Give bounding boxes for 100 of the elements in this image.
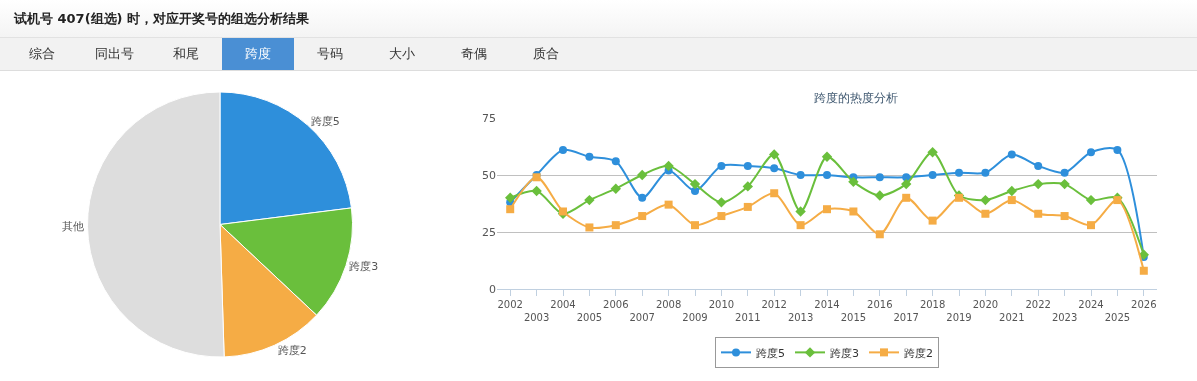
point [585,223,594,232]
x-tick-label: 2022 [1025,299,1051,310]
point [770,164,779,173]
x-tick-label: 2014 [814,299,840,310]
y-tick-label: 0 [489,282,496,296]
chart-title: 跨度的热度分析 [814,91,899,106]
point [742,181,753,192]
point [823,205,831,214]
point [902,193,911,202]
slice-label: 跨度5 [310,114,340,128]
x-tick-label: 2010 [708,299,735,310]
legend-label: 跨度3 [830,346,859,360]
x-tick-label: 2020 [972,299,999,310]
point [611,157,620,166]
x-tick-label: 2002 [497,299,523,310]
point [1059,178,1070,190]
point [743,202,752,211]
point [849,207,858,216]
point [663,160,674,172]
point [505,192,516,203]
point [1007,196,1016,205]
x-tick-label: 2019 [946,312,972,323]
point [638,212,647,221]
point [928,171,937,179]
slice-label: 跨度3 [349,259,379,273]
point [1034,209,1043,218]
point [823,171,831,179]
x-tick-label: 2007 [629,312,655,323]
point [928,216,937,225]
x-tick-label: 2011 [735,312,761,323]
x-tick-label: 2006 [603,299,629,310]
point [585,152,594,161]
text: 大小 [388,45,416,63]
point [901,178,912,190]
x-tick-label: 2016 [867,299,893,310]
x-tick-label: 2021 [999,312,1025,323]
point [875,173,884,182]
x-tick-label: 2018 [919,299,946,310]
text: 综合 [28,45,56,63]
y-tick-label: 50 [482,168,496,182]
point [1087,221,1095,230]
point [1006,185,1017,197]
point [1087,148,1095,157]
point [559,145,567,154]
point [717,212,726,221]
point [1085,194,1097,206]
x-tick-label: 2023 [1051,312,1078,323]
x-tick-label: 2009 [682,312,708,323]
x-tick-label: 2013 [787,312,814,323]
point [981,209,990,218]
point [637,169,648,181]
x-tick-label: 2015 [840,312,867,323]
point [611,221,620,230]
y-tick-label: 25 [482,225,496,239]
point [848,176,859,188]
x-tick-label: 2012 [761,299,787,310]
point [584,194,595,206]
x-tick-label: 2003 [523,312,550,323]
point [980,194,991,206]
text: 同出号 [93,45,135,63]
point [689,178,701,190]
point [664,200,673,209]
text: 跨度 [222,38,294,70]
point [638,193,647,202]
point [1113,196,1122,205]
point [902,173,911,182]
point [927,147,938,158]
point [1138,249,1149,260]
slice-label: 跨度2 [277,344,307,358]
x-tick-label: 2008 [655,299,682,310]
point [610,183,621,194]
point [796,221,805,230]
slice-label: 其他 [62,220,85,234]
point [1060,212,1069,221]
point [770,189,779,198]
point [875,230,884,239]
text: 试机号 407(组选) 时，对应开奖号的组选分析结果 [0,0,1197,38]
point [506,205,515,214]
x-tick-label: 2025 [1104,312,1131,323]
point [821,151,833,162]
text: 号码 [316,45,344,63]
point [795,206,806,217]
x-tick-label: 2026 [1131,299,1157,310]
point [1034,161,1043,170]
x-tick-label: 2024 [1078,299,1104,310]
point [955,168,963,177]
point [1113,145,1122,154]
point [874,190,885,201]
point [1033,178,1044,190]
point [743,161,752,170]
point [769,149,780,160]
text: 质合 [532,45,560,63]
x-tick-label: 2005 [576,312,603,323]
point [691,221,699,230]
point [717,161,726,170]
point [1139,266,1148,275]
legend-label: 跨度5 [756,346,785,360]
text: 奇偶 [460,45,488,63]
x-tick-label: 2004 [550,299,576,310]
text: 和尾 [172,45,200,63]
